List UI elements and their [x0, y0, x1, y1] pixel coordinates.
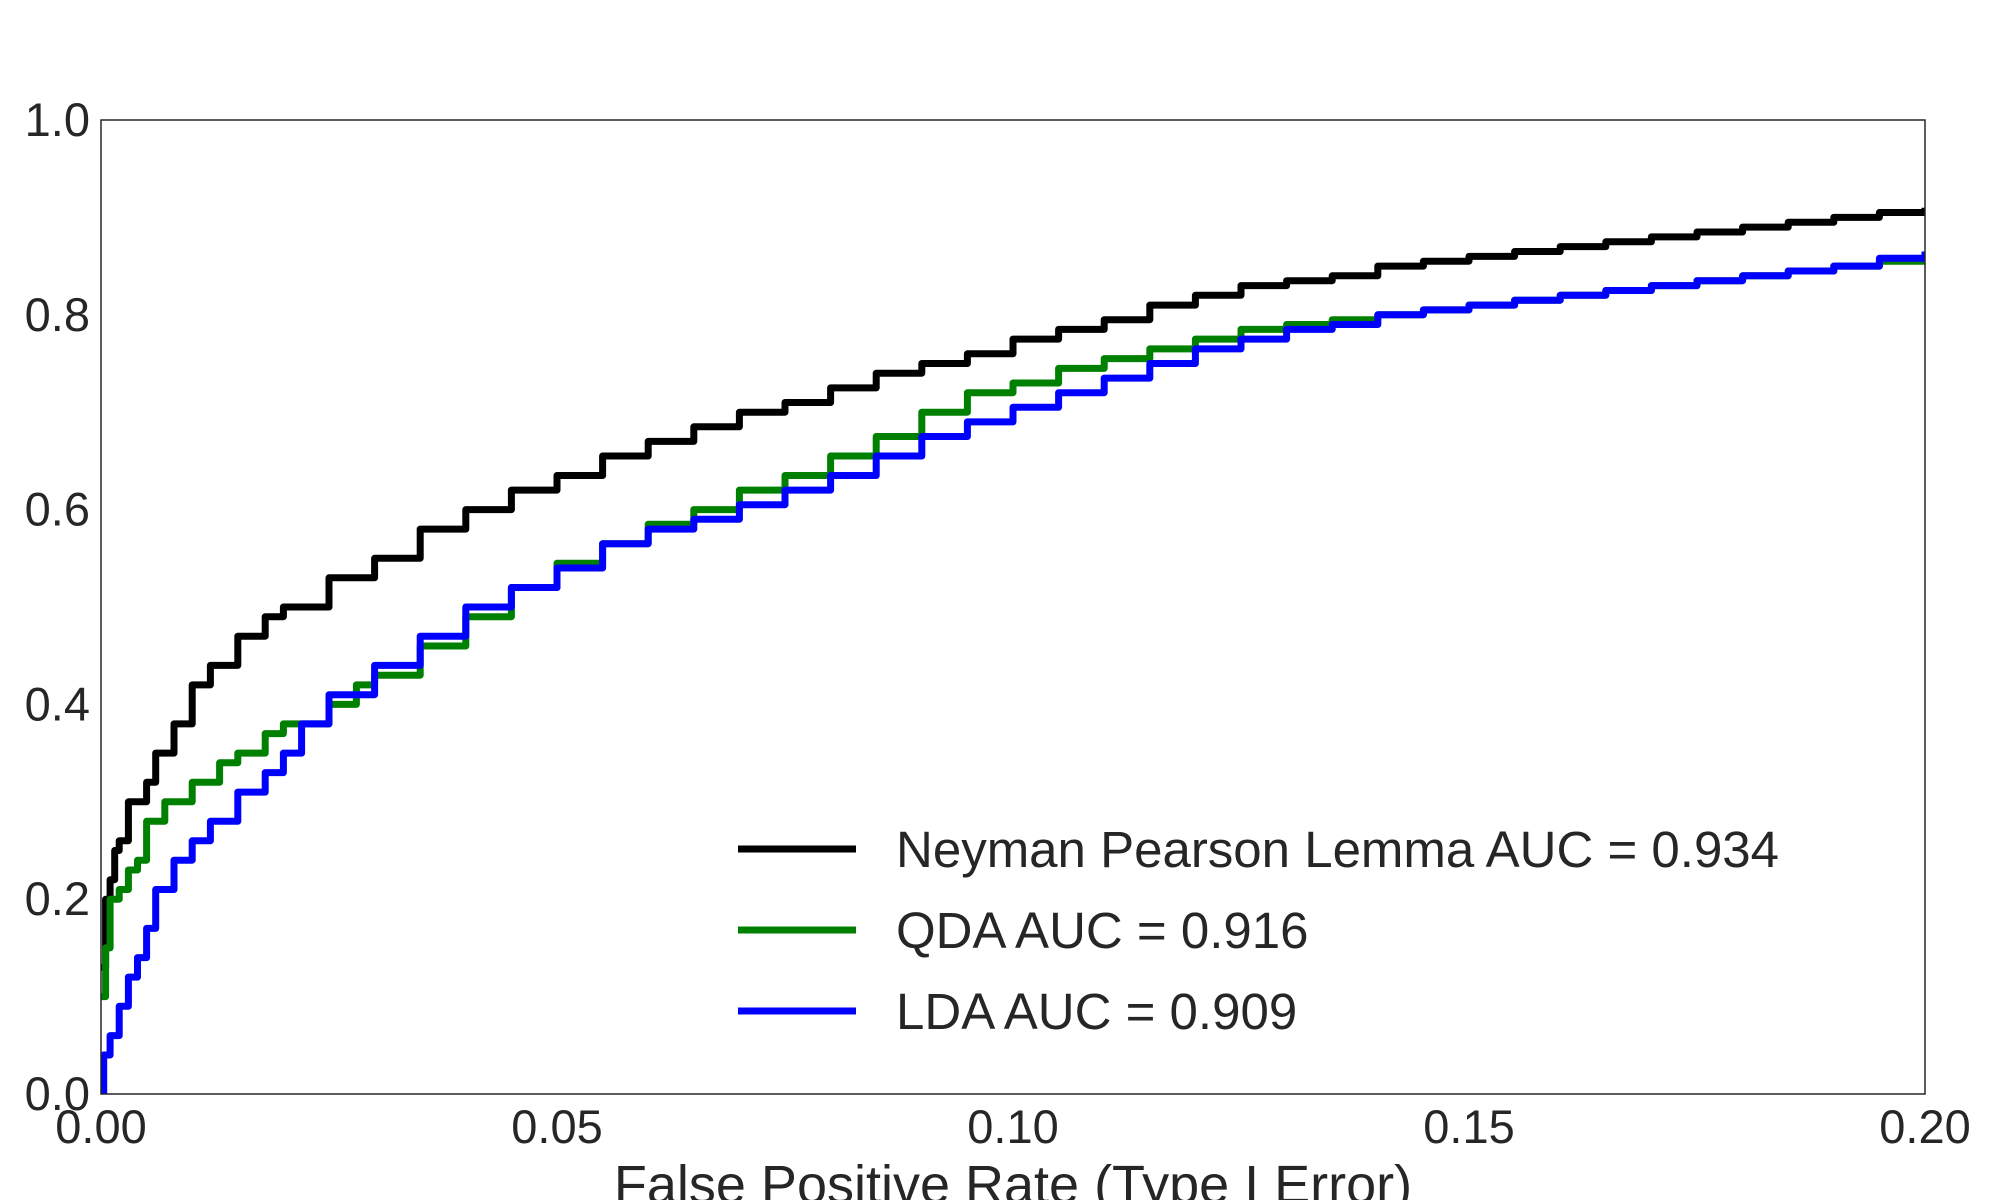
x-tick-label: 0.00	[55, 1100, 146, 1153]
plot-frame	[100, 119, 1926, 1095]
x-tick-label: 0.10	[967, 1100, 1058, 1153]
y-tick-label: 0.8	[25, 288, 90, 341]
series-layer	[101, 207, 1925, 1094]
x-axis-label: False Positive Rate (Type I Error)	[614, 1155, 1412, 1200]
y-tick-label: 0.6	[25, 483, 90, 536]
y-tick-label: 0.4	[25, 677, 90, 730]
y-tick-label: 1.0	[25, 93, 90, 146]
x-tick-label: 0.15	[1423, 1100, 1514, 1153]
x-tick-label: 0.20	[1879, 1100, 1970, 1153]
series-line-qda	[101, 256, 1925, 1001]
legend-label-qda: QDA AUC = 0.916	[896, 902, 1308, 959]
legend-label-lda: LDA AUC = 0.909	[896, 983, 1297, 1040]
x-tick-labels: 0.00 0.05 0.10 0.15 0.20	[55, 1100, 1970, 1153]
x-tick-label: 0.05	[511, 1100, 602, 1153]
y-tick-label: 0.2	[25, 872, 90, 925]
y-tick-labels: 0.0 0.2 0.4 0.6 0.8 1.0	[25, 93, 90, 1120]
y-tick-label: 0.0	[25, 1067, 90, 1120]
legend: Neyman Pearson Lemma AUC = 0.934 QDA AUC …	[738, 821, 1779, 1040]
legend-label-neyman-pearson-lemma: Neyman Pearson Lemma AUC = 0.934	[896, 821, 1779, 878]
series-line-neyman-pearson-lemma	[101, 207, 1925, 971]
series-line-lda	[101, 251, 1925, 1094]
